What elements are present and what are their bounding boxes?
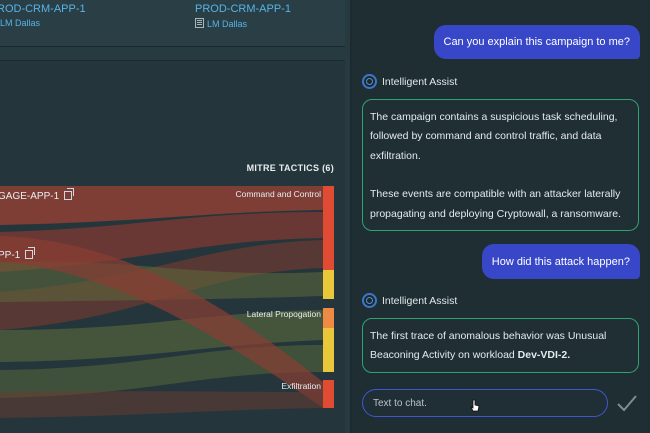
copy-icon[interactable]	[64, 188, 75, 200]
assistant-paragraph: The first trace of anomalous behavior wa…	[370, 330, 607, 362]
assistant-avatar-icon	[362, 293, 377, 308]
workload-link[interactable]: PROD-CRM-APP-1	[195, 3, 291, 15]
tactic-label-command-and-control: Command and Control	[235, 189, 321, 199]
tactic-bar-lateral-propagation-orange[interactable]	[323, 308, 334, 328]
mitre-tactics-header: MITRE TACTICS (6)	[246, 163, 334, 173]
workload-location: LM Dallas	[0, 18, 41, 28]
workload-location: LM Dallas	[207, 19, 248, 29]
flow-link	[0, 186, 323, 225]
workload-node-label[interactable]: PP-1	[0, 247, 36, 261]
workload-name-bold: Dev-VDI-2.	[517, 349, 571, 362]
assistant-name: Intelligent Assist	[382, 75, 458, 88]
panel-separator	[350, 0, 352, 433]
tactic-label-exfiltration: Exfiltration	[281, 381, 321, 391]
tactic-bar-command-and-control[interactable]	[323, 186, 334, 270]
flow-link	[0, 391, 323, 418]
send-check-icon[interactable]	[616, 393, 638, 413]
copy-icon[interactable]	[25, 247, 36, 259]
workload-node-label[interactable]: GAGE-APP-1	[0, 188, 75, 202]
flow-link	[0, 345, 323, 398]
user-message: How did this attack happen?	[481, 244, 640, 279]
building-icon	[195, 18, 204, 28]
assistant-header: Intelligent Assist	[362, 293, 457, 308]
tactic-label-lateral-propagation: Lateral Propogation	[246, 309, 321, 319]
sankey-flows	[0, 186, 323, 418]
tactic-bar-command-and-control-yellow[interactable]	[323, 270, 334, 299]
workload-link[interactable]: ROD-CRM-APP-1	[0, 3, 86, 15]
assistant-name: Intelligent Assist	[382, 294, 458, 307]
chat-input-placeholder: Text to chat.	[373, 397, 427, 409]
tactic-bar-exfiltration[interactable]	[323, 380, 334, 408]
chat-input[interactable]: Text to chat.	[362, 389, 608, 417]
tactic-bar-lateral-propagation[interactable]	[323, 328, 334, 372]
assistant-message: The first trace of anomalous behavior wa…	[362, 318, 639, 373]
assistant-message: The campaign contains a suspicious task …	[362, 99, 639, 231]
section-divider	[0, 60, 345, 61]
assistant-paragraph: The campaign contains a suspicious task …	[370, 111, 618, 162]
intelligent-assist-chat: Can you explain this campaign to me? Int…	[352, 0, 650, 433]
workload-location-row: LM Dallas	[195, 18, 247, 29]
assistant-header: Intelligent Assist	[362, 74, 457, 89]
assistant-paragraph: These events are compatible with an atta…	[370, 188, 621, 220]
assistant-avatar-icon	[362, 74, 377, 89]
mouse-cursor-icon	[470, 399, 480, 412]
user-message: Can you explain this campaign to me?	[433, 25, 640, 59]
campaign-flow-panel: ROD-CRM-APP-1 LM Dallas PROD-CRM-APP-1 L…	[0, 0, 345, 418]
workload-header-card: ROD-CRM-APP-1 LM Dallas PROD-CRM-APP-1 L…	[0, 0, 345, 47]
